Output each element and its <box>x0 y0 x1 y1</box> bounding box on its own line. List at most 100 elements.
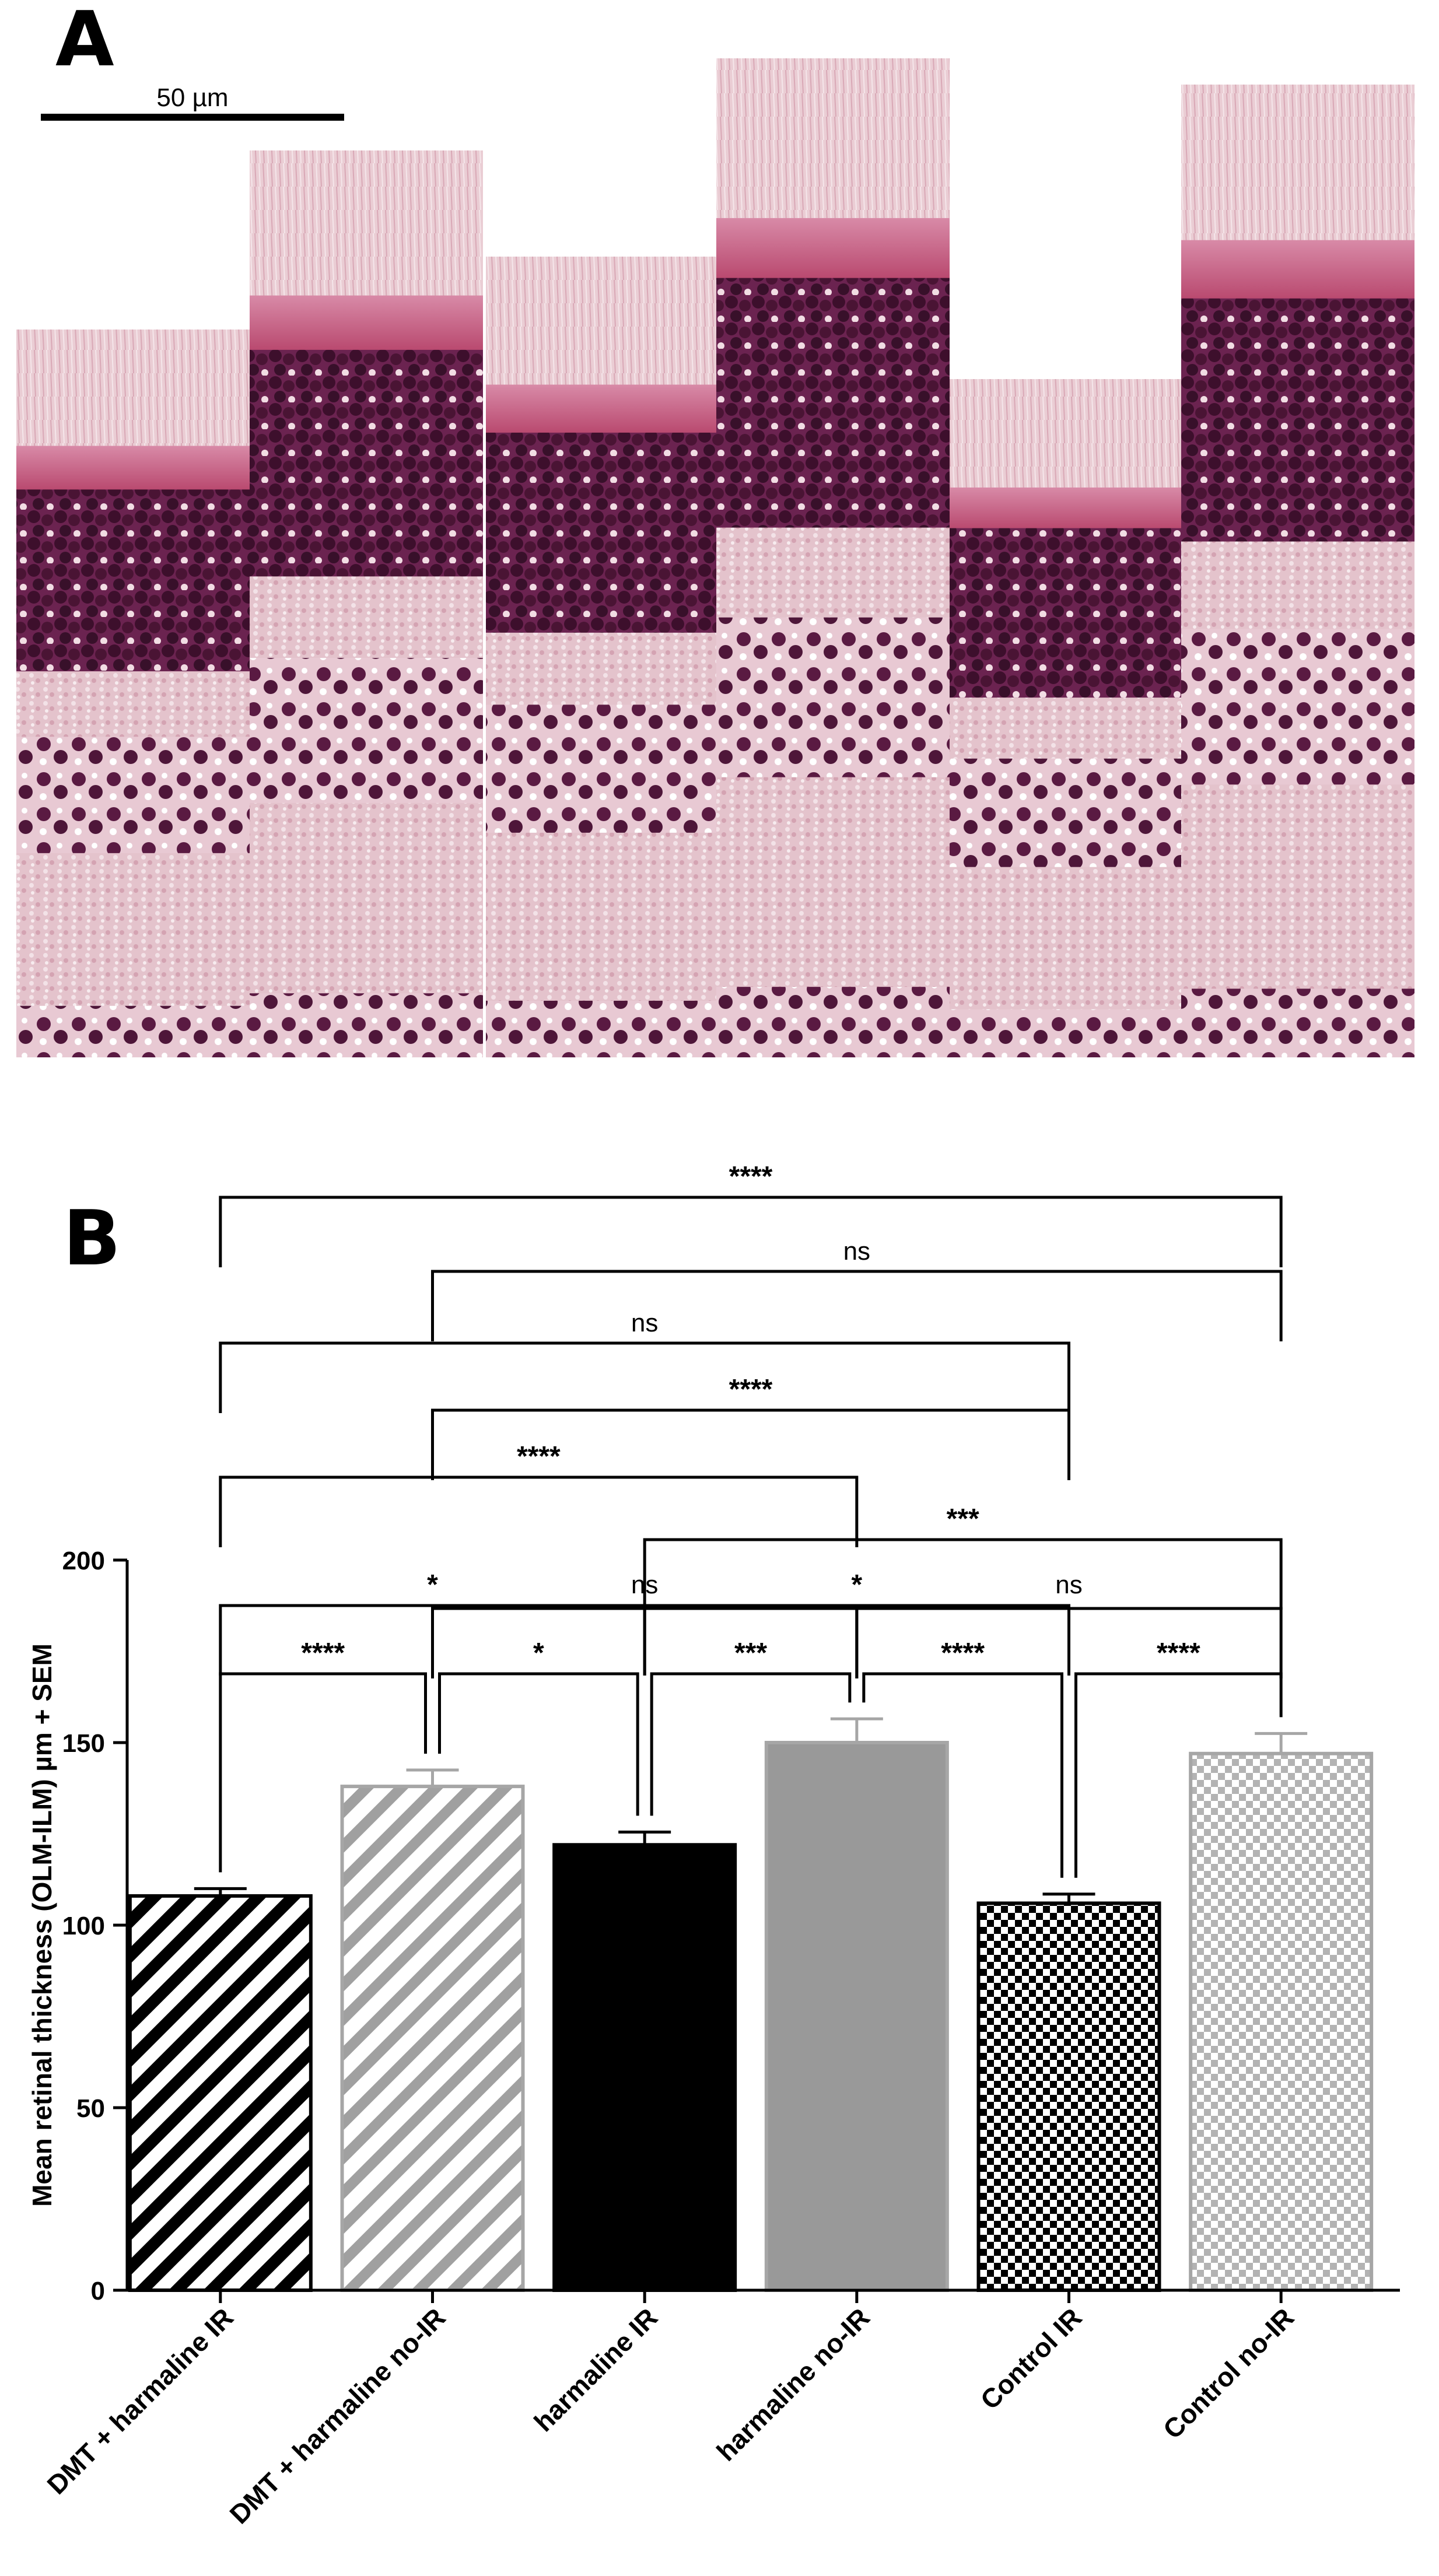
significance-label: **** <box>517 1441 561 1472</box>
retina-layer <box>950 528 1183 699</box>
histology-panel: A 50 µm <box>16 0 1415 1057</box>
x-tick-label-1: DMT + harmaline IR <box>41 2302 239 2500</box>
bar-series <box>128 1717 1374 2293</box>
retina-layer <box>250 349 483 577</box>
panel-b-letter: B <box>63 1194 121 1282</box>
significance-bracket <box>219 1475 859 1547</box>
significance-label: **** <box>941 1638 985 1669</box>
retina-layer <box>486 432 719 633</box>
retina-layer <box>486 705 719 833</box>
retina-layer <box>486 257 719 385</box>
retina-layer <box>486 832 719 1001</box>
retina-layer <box>250 150 483 296</box>
retina-layer <box>16 671 250 738</box>
retina-layer <box>1181 85 1415 241</box>
retina-section-strip <box>16 330 250 1057</box>
significance-bracket <box>431 1270 1283 1341</box>
retina-layer <box>716 278 950 528</box>
retina-layer <box>716 58 950 219</box>
retina-layer <box>1181 629 1415 786</box>
retina-layer <box>16 489 250 672</box>
retina-layer <box>1181 298 1415 542</box>
y-tick-label: 200 <box>62 1547 105 1575</box>
significance-bracket <box>438 1672 639 1816</box>
retina-section-strip <box>486 257 719 1057</box>
bar-5 <box>976 1901 1161 2292</box>
retina-layer <box>250 993 483 1057</box>
retina-layer <box>1181 989 1415 1057</box>
bar-6 <box>1189 1751 1374 2292</box>
significance-label: * <box>851 1569 862 1600</box>
retina-layer <box>16 330 250 447</box>
significance-bracket <box>643 1538 1283 1610</box>
retina-section-strip <box>1181 85 1415 1057</box>
significance-label: ns <box>1055 1571 1082 1599</box>
retina-layer <box>950 1009 1183 1057</box>
retina-layer <box>716 218 950 279</box>
retina-layer <box>716 527 950 618</box>
retina-layer <box>1181 240 1415 299</box>
retina-layer <box>1181 541 1415 630</box>
y-axis-label: Mean retinal thickness (OLM-ILM) µm + SE… <box>27 1643 57 2207</box>
retina-section-strip <box>250 150 483 1057</box>
panel-a-letter: A <box>55 0 114 83</box>
significance-bracket <box>431 1408 1070 1480</box>
retina-layer <box>716 777 950 988</box>
retina-section-strip <box>716 58 950 1057</box>
retina-layer <box>716 617 950 778</box>
significance-label: * <box>427 1569 438 1600</box>
significance-bracket <box>643 1604 1070 1676</box>
scale-bar-label: 50 µm <box>156 83 228 112</box>
retina-section-strip <box>950 379 1183 1057</box>
retina-layer <box>486 1000 719 1057</box>
retina-layer <box>950 867 1183 1010</box>
significance-bracket <box>650 1672 852 1816</box>
x-tick-label-3: harmaline IR <box>528 2302 663 2437</box>
retina-layer <box>486 632 719 706</box>
significance-bracket <box>219 1341 1070 1413</box>
significance-label: *** <box>947 1503 979 1534</box>
x-tick-label-2: DMT + harmaline no-IR <box>223 2302 451 2529</box>
y-tick-label: 0 <box>91 2277 105 2305</box>
significance-label: ns <box>631 1309 658 1337</box>
x-tick-label-4: harmaline no-IR <box>710 2302 876 2467</box>
significance-label: **** <box>729 1374 773 1405</box>
y-tick-label: 50 <box>76 2094 105 2123</box>
significance-bracket <box>219 1672 427 1873</box>
retina-layer <box>16 853 250 1007</box>
retina-layer <box>250 802 483 994</box>
significance-label: **** <box>729 1161 773 1192</box>
significance-brackets: **** * *** **** ***** *ns ns***********nsns***… <box>219 1161 1283 1878</box>
x-tick-label-6: Control no-IR <box>1157 2302 1300 2445</box>
significance-bracket <box>1074 1672 1283 1878</box>
significance-bracket <box>219 1196 1283 1267</box>
significance-label: * <box>533 1638 544 1669</box>
bar-4 <box>764 1741 949 2292</box>
retina-layer <box>16 737 250 854</box>
significance-label: ns <box>843 1237 870 1266</box>
retina-layer <box>716 987 950 1057</box>
bar-1 <box>128 1894 313 2293</box>
retina-layer <box>16 446 250 490</box>
retina-layer <box>250 295 483 351</box>
retina-layer <box>250 576 483 659</box>
bar-2 <box>340 1785 525 2292</box>
bar-3 <box>552 1843 737 2292</box>
retina-layer <box>1181 784 1415 990</box>
y-tick-label: 150 <box>62 1729 105 1758</box>
retina-layer <box>950 758 1183 868</box>
retina-layer <box>16 1005 250 1057</box>
significance-label: **** <box>301 1638 345 1669</box>
significance-label: *** <box>734 1638 767 1669</box>
retina-layer <box>950 379 1183 488</box>
y-ticks: 0 50 100 150 200 <box>62 1547 127 2305</box>
significance-bracket <box>855 1607 1283 1678</box>
x-tick-label-5: Control IR <box>975 2302 1088 2415</box>
retina-layer <box>486 384 719 433</box>
bar-chart: B **** * *** **** ***** *ns ns***********nsns*… <box>27 1161 1400 2529</box>
y-tick-label: 100 <box>62 1912 105 1940</box>
scale-bar <box>41 114 344 121</box>
retina-layer <box>950 487 1183 529</box>
significance-bracket <box>862 1672 1063 1878</box>
